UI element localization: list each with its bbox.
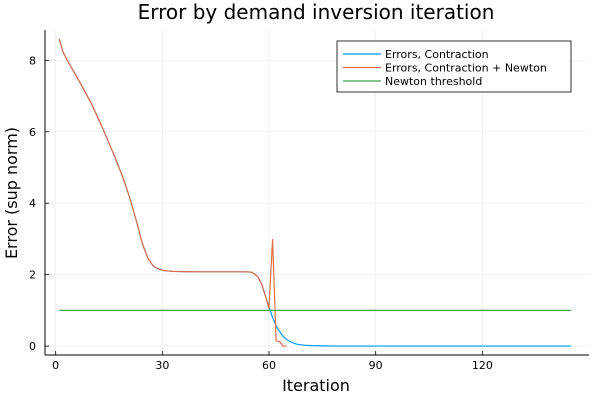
x-tick-label: 30 <box>155 359 169 372</box>
y-tick-label: 0 <box>29 340 36 353</box>
x-tick-label: 120 <box>472 359 493 372</box>
axes <box>44 30 589 356</box>
legend-label-newton-threshold: Newton threshold <box>385 75 482 88</box>
legend: Errors, Contraction Errors, Contraction … <box>336 40 572 93</box>
tick-labels: 0 30 60 90 120 0 2 4 6 8 <box>29 54 493 372</box>
legend-label-contraction: Errors, Contraction <box>385 48 489 61</box>
x-tick-label: 90 <box>369 359 383 372</box>
y-tick-label: 2 <box>29 269 36 282</box>
legend-box <box>336 40 572 93</box>
y-tick-label: 6 <box>29 126 36 139</box>
series-line-contraction-newton <box>58 38 287 347</box>
y-axis-title: Error (sup norm) <box>2 127 21 259</box>
x-tick-label: 60 <box>262 359 276 372</box>
series-lines <box>58 38 572 347</box>
y-tick-label: 4 <box>29 197 36 210</box>
y-tick-label: 8 <box>29 54 36 67</box>
legend-label-contraction-newton: Errors, Contraction + Newton <box>385 62 547 75</box>
chart-title: Error by demand inversion iteration <box>138 0 495 24</box>
x-tick-label: 0 <box>52 359 59 372</box>
x-axis-title: Iteration <box>282 376 350 395</box>
